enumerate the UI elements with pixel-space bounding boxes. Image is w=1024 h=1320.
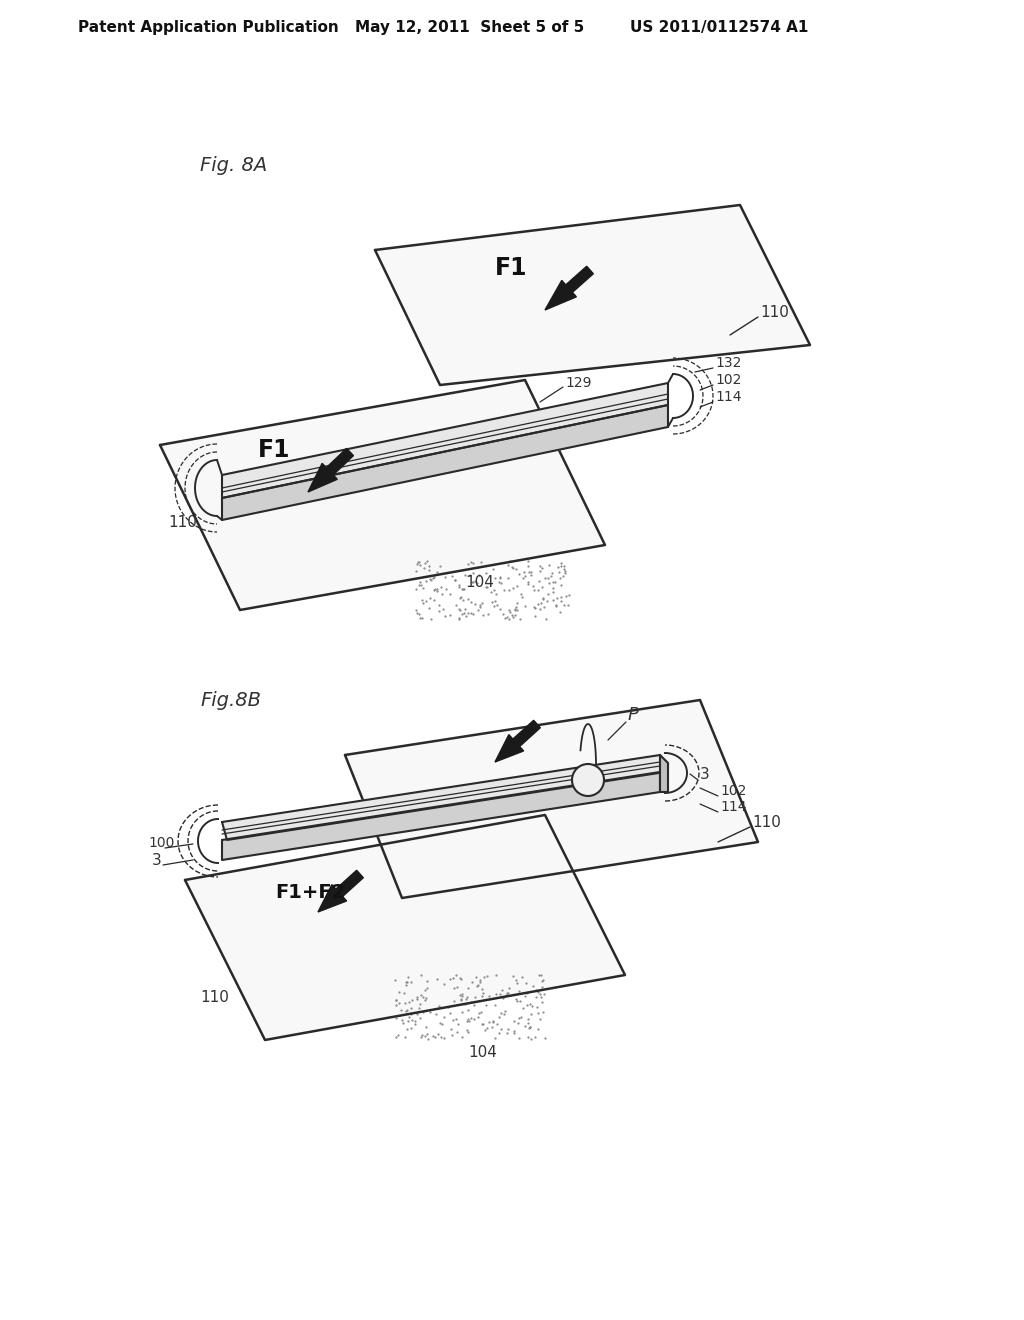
Text: F1+F2: F1+F2 (275, 883, 345, 902)
Polygon shape (318, 870, 364, 912)
Polygon shape (222, 755, 665, 840)
Polygon shape (660, 755, 668, 792)
Polygon shape (222, 383, 668, 498)
Polygon shape (222, 772, 660, 861)
Text: 132: 132 (715, 356, 741, 370)
Polygon shape (185, 814, 625, 1040)
Text: Patent Application Publication: Patent Application Publication (78, 20, 339, 36)
Text: 110: 110 (200, 990, 229, 1005)
Text: US 2011/0112574 A1: US 2011/0112574 A1 (630, 20, 808, 36)
Text: 100: 100 (148, 836, 174, 850)
Polygon shape (160, 380, 605, 610)
Text: P: P (628, 706, 639, 723)
Text: 102: 102 (715, 374, 741, 387)
Text: 104: 104 (468, 1045, 497, 1060)
Polygon shape (375, 205, 810, 385)
Polygon shape (222, 405, 668, 520)
Text: 110: 110 (760, 305, 788, 319)
Circle shape (572, 764, 604, 796)
Text: 129: 129 (565, 376, 592, 389)
Text: F1: F1 (258, 438, 291, 462)
Text: 102: 102 (720, 784, 746, 799)
Polygon shape (345, 700, 758, 898)
Text: 3: 3 (700, 767, 710, 781)
Text: May 12, 2011  Sheet 5 of 5: May 12, 2011 Sheet 5 of 5 (355, 20, 585, 36)
Polygon shape (545, 267, 593, 310)
Text: 110: 110 (752, 814, 781, 830)
Text: 104: 104 (465, 576, 494, 590)
Polygon shape (308, 449, 353, 492)
Text: F1: F1 (495, 256, 527, 280)
Text: 110: 110 (168, 515, 197, 531)
Text: 114: 114 (715, 389, 741, 404)
Text: Fig. 8A: Fig. 8A (200, 156, 267, 176)
Text: 3: 3 (152, 853, 162, 869)
Text: 114: 114 (720, 800, 746, 814)
Polygon shape (495, 721, 541, 762)
Text: Fig.8B: Fig.8B (200, 690, 261, 710)
